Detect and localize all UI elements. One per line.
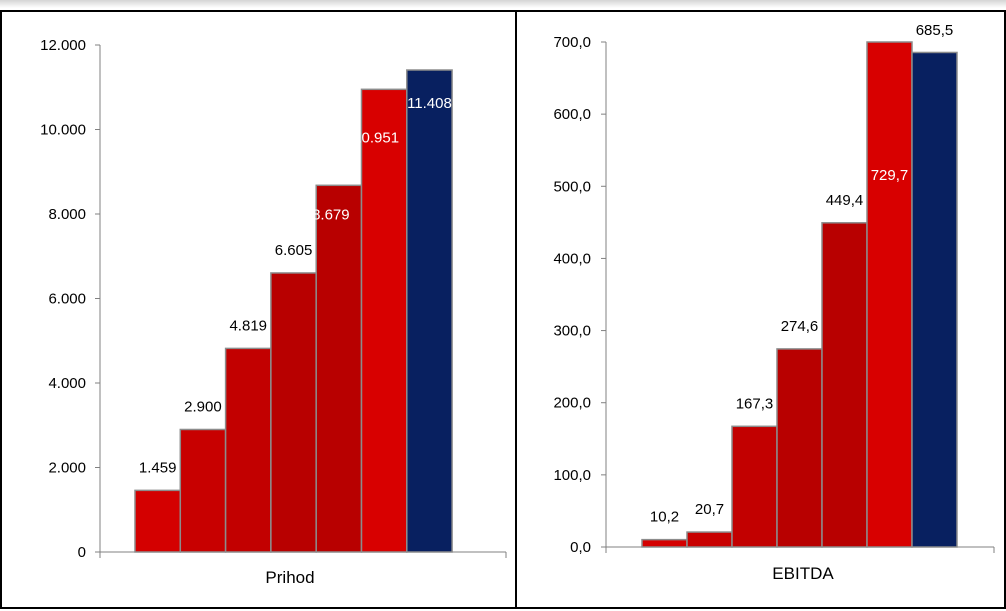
bar (776, 348, 823, 548)
data-label: 20,7 (695, 501, 724, 518)
x-axis-title: EBITDA (772, 564, 834, 583)
bar (406, 69, 453, 553)
data-label: 8.679 (312, 206, 350, 223)
y-tick-label: 6.000 (48, 291, 86, 308)
data-label: 167,3 (736, 395, 774, 412)
data-label: 6.605 (275, 242, 313, 259)
chart-panel-ebitda: 0,0 100,0 200,0 300,0 400,0 500,0 600,0 700,0 10… (515, 10, 1006, 609)
bar (270, 272, 317, 553)
top-shadow-bar (0, 0, 1006, 8)
chart-ebitda: 0,0 100,0 200,0 300,0 400,0 500,0 600,0 700,0 10… (553, 22, 995, 583)
y-tick-label: 600,0 (553, 106, 591, 123)
data-label: 10,2 (650, 509, 679, 526)
y-tick-label: 700,0 (553, 34, 591, 51)
bar (911, 51, 958, 548)
y-tick-label: 100,0 (553, 467, 591, 484)
y-tick-label: 2.000 (48, 460, 86, 477)
y-tick-label: 12.000 (40, 37, 86, 54)
y-tick-label: 300,0 (553, 323, 591, 340)
bar (821, 222, 868, 548)
bar (731, 425, 778, 548)
bar (686, 531, 733, 548)
data-label: 11.408 (407, 95, 452, 112)
y-tick-label: 200,0 (553, 395, 591, 412)
y-tick-label: 500,0 (553, 178, 591, 195)
bar (134, 489, 182, 553)
chart-prihod: 0 2.000 4.000 6.000 8.000 10.000 12.000 1.459 2.… (40, 37, 507, 587)
y-tick-label: 0 (78, 544, 86, 561)
data-label: 2.900 (184, 398, 222, 415)
chart-panel-prihod: 0 2.000 4.000 6.000 8.000 10.000 12.000 1.459 2.… (0, 10, 518, 609)
bar (179, 428, 227, 553)
bar (866, 41, 913, 548)
data-label: 729,7 (871, 167, 909, 184)
y-tick-label: 0,0 (570, 539, 591, 556)
y-tick-label: 400,0 (553, 250, 591, 267)
data-label: 1.459 (139, 459, 177, 476)
x-axis-title: Prihod (265, 568, 314, 587)
bar (315, 184, 363, 553)
y-tick-label: 4.000 (48, 375, 86, 392)
data-label: 449,4 (826, 192, 864, 209)
data-label: 10.951 (353, 129, 399, 146)
bar (224, 347, 272, 553)
bar (641, 538, 688, 548)
y-tick-label: 10.000 (40, 122, 86, 139)
data-label: 4.819 (229, 317, 267, 334)
y-tick-label: 8.000 (48, 206, 86, 223)
data-label: 685,5 (916, 22, 954, 39)
bar (360, 88, 408, 553)
data-label: 274,6 (781, 318, 819, 335)
